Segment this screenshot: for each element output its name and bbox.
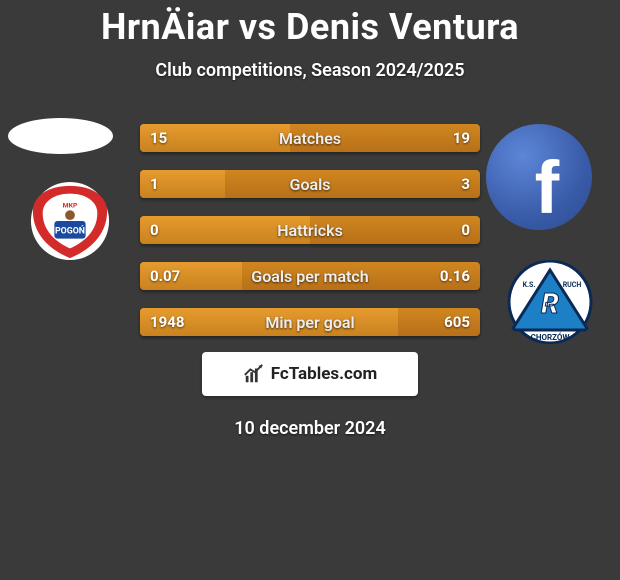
player-photo-left: [8, 118, 113, 154]
brand-box[interactable]: FcTables.com: [202, 352, 418, 396]
svg-text:MKP: MKP: [63, 201, 78, 209]
brand-text: FcTables.com: [271, 364, 377, 384]
stat-right-value: 0: [461, 221, 480, 239]
svg-text:CHORZÓW: CHORZÓW: [531, 333, 570, 342]
stat-label: Goals: [140, 175, 480, 194]
facebook-glyph: f: [535, 145, 560, 230]
stat-bar: 0.07Goals per match0.16: [140, 262, 480, 290]
date-text: 10 december 2024: [0, 418, 620, 439]
subtitle: Club competitions, Season 2024/2025: [0, 60, 620, 81]
page-title: HrnÄiar vs Denis Ventura: [0, 0, 620, 48]
stat-bar: 1948Min per goal605: [140, 308, 480, 336]
stat-bar: 15Matches19: [140, 124, 480, 152]
svg-text:POGOŃ: POGOŃ: [55, 225, 85, 237]
stat-label: Goals per match: [140, 267, 480, 286]
team-badge-left[interactable]: POGOŃ MKP: [20, 180, 120, 262]
stat-right-value: 605: [444, 313, 480, 331]
stat-right-value: 3: [461, 175, 480, 193]
team-badge-right[interactable]: R CHORZÓW K.S. RUCH: [500, 260, 600, 344]
ruch-badge-icon: R CHORZÓW K.S. RUCH: [500, 260, 600, 344]
stat-label: Hattricks: [140, 221, 480, 240]
svg-text:R: R: [541, 287, 559, 320]
facebook-icon[interactable]: f: [486, 124, 592, 230]
comparison-bars: 15Matches19 1Goals3 0Hattricks0 0.07Goals p…: [140, 124, 480, 354]
svg-text:K.S.: K.S.: [523, 281, 536, 289]
pogon-badge-icon: POGOŃ MKP: [20, 180, 120, 262]
stat-right-value: 0.16: [440, 267, 480, 285]
stat-label: Matches: [140, 129, 480, 148]
stat-bar: 0Hattricks0: [140, 216, 480, 244]
stat-bar: 1Goals3: [140, 170, 480, 198]
chart-icon: [243, 363, 265, 385]
stat-right-value: 19: [453, 129, 480, 147]
stat-label: Min per goal: [140, 313, 480, 332]
svg-text:RUCH: RUCH: [563, 281, 582, 289]
